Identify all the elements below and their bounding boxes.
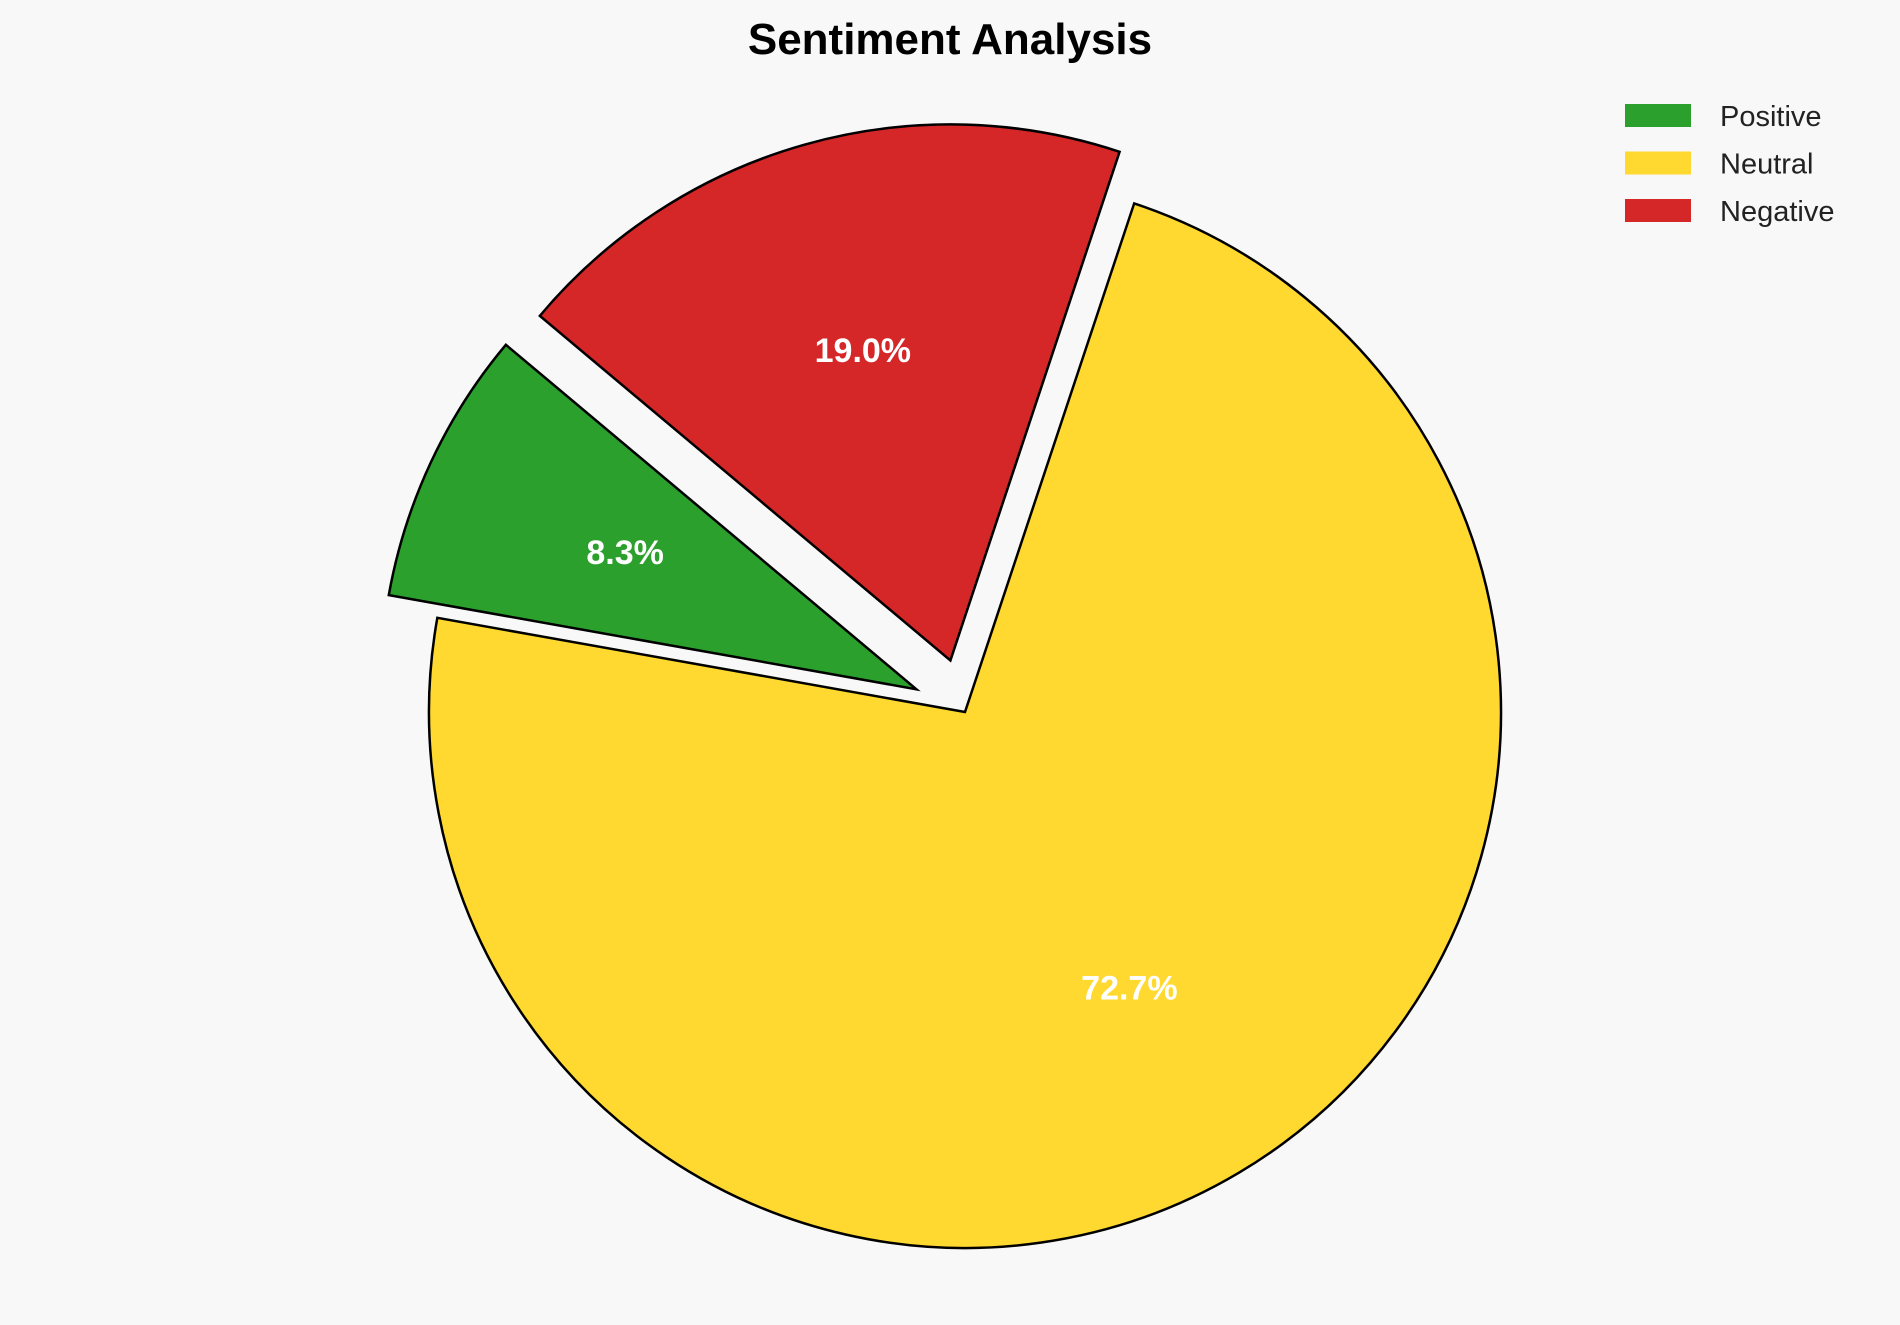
legend-swatch-neutral (1625, 151, 1691, 175)
legend: Positive Neutral Negative (1625, 101, 1834, 228)
slice-negative (538, 123, 1122, 663)
slice-positive (387, 343, 921, 692)
chart-title: Sentiment Analysis (748, 15, 1152, 64)
value-label-negative: 19.0% (815, 332, 911, 370)
value-label-positive: 8.3% (586, 534, 664, 572)
legend-label-positive: Positive (1720, 101, 1822, 133)
legend-label-negative: Negative (1720, 196, 1834, 228)
slice-neutral (427, 201, 1503, 1250)
legend-swatch-negative (1625, 199, 1691, 222)
legend-swatch-positive (1625, 104, 1691, 127)
value-label-neutral: 72.7% (1081, 969, 1177, 1007)
legend-label-neutral: Neutral (1720, 149, 1814, 181)
